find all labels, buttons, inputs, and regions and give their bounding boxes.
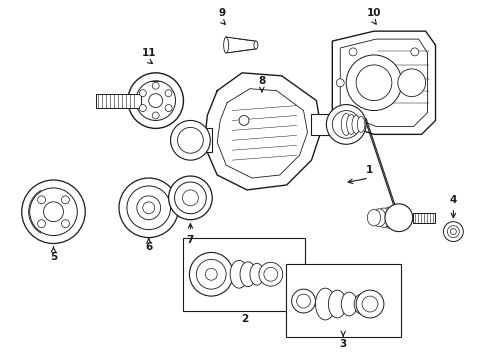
Circle shape — [139, 90, 147, 96]
Text: 4: 4 — [450, 195, 457, 205]
Circle shape — [239, 116, 249, 125]
Circle shape — [152, 112, 159, 119]
Circle shape — [362, 296, 378, 312]
Bar — [183, 238, 305, 311]
Ellipse shape — [377, 208, 391, 228]
Circle shape — [22, 180, 85, 243]
Circle shape — [152, 82, 159, 89]
Text: 11: 11 — [142, 48, 156, 58]
Circle shape — [165, 90, 172, 96]
Text: 6: 6 — [145, 243, 152, 252]
Circle shape — [128, 73, 183, 129]
Circle shape — [30, 188, 77, 235]
Ellipse shape — [254, 41, 258, 49]
Ellipse shape — [372, 209, 386, 227]
Circle shape — [450, 229, 456, 235]
Text: 3: 3 — [340, 339, 347, 349]
Text: 1: 1 — [366, 165, 373, 175]
Circle shape — [149, 94, 163, 108]
Circle shape — [139, 105, 147, 112]
Circle shape — [127, 186, 171, 230]
Text: 10: 10 — [367, 8, 381, 18]
Text: 2: 2 — [242, 314, 248, 324]
Circle shape — [332, 111, 360, 138]
Circle shape — [356, 290, 384, 318]
Ellipse shape — [230, 260, 248, 288]
Ellipse shape — [352, 116, 360, 133]
Bar — [312, 113, 339, 135]
Circle shape — [190, 252, 233, 296]
Ellipse shape — [341, 292, 357, 316]
Circle shape — [38, 196, 46, 204]
Ellipse shape — [391, 206, 407, 230]
Bar — [413, 213, 435, 223]
Circle shape — [356, 65, 392, 100]
Text: 7: 7 — [187, 234, 194, 244]
Circle shape — [385, 204, 413, 231]
Circle shape — [171, 121, 210, 160]
Circle shape — [346, 55, 402, 111]
Bar — [182, 129, 212, 152]
Circle shape — [259, 262, 283, 286]
Circle shape — [169, 176, 212, 220]
Bar — [286, 264, 401, 337]
Circle shape — [443, 222, 464, 242]
Ellipse shape — [357, 117, 365, 132]
Circle shape — [326, 105, 366, 144]
Circle shape — [205, 268, 217, 280]
Circle shape — [336, 79, 344, 87]
Circle shape — [264, 267, 278, 281]
Circle shape — [349, 48, 357, 56]
Ellipse shape — [250, 264, 264, 285]
Circle shape — [177, 127, 203, 153]
Ellipse shape — [328, 290, 346, 318]
Circle shape — [296, 294, 311, 308]
Ellipse shape — [346, 114, 356, 134]
Circle shape — [136, 81, 175, 121]
Text: 9: 9 — [219, 8, 226, 18]
Circle shape — [137, 196, 161, 220]
Bar — [96, 94, 141, 108]
Circle shape — [174, 182, 206, 214]
Ellipse shape — [240, 262, 256, 287]
Circle shape — [119, 178, 178, 238]
Circle shape — [447, 226, 459, 238]
Ellipse shape — [368, 210, 381, 226]
Polygon shape — [226, 37, 256, 53]
Ellipse shape — [316, 288, 335, 320]
Circle shape — [143, 202, 155, 214]
Text: 8: 8 — [258, 76, 266, 86]
Text: 5: 5 — [50, 252, 57, 262]
Circle shape — [44, 202, 63, 222]
Polygon shape — [204, 73, 321, 190]
Ellipse shape — [354, 294, 368, 314]
Circle shape — [61, 220, 70, 228]
Circle shape — [165, 105, 172, 112]
Ellipse shape — [223, 37, 229, 53]
Ellipse shape — [341, 113, 351, 135]
Ellipse shape — [381, 207, 396, 228]
Circle shape — [292, 289, 316, 313]
Circle shape — [182, 190, 198, 206]
Circle shape — [328, 113, 350, 135]
Circle shape — [61, 196, 70, 204]
Circle shape — [38, 220, 46, 228]
Circle shape — [411, 48, 419, 56]
Circle shape — [196, 260, 226, 289]
Circle shape — [398, 69, 426, 96]
Ellipse shape — [386, 207, 401, 229]
Circle shape — [171, 129, 195, 152]
Polygon shape — [332, 31, 436, 134]
